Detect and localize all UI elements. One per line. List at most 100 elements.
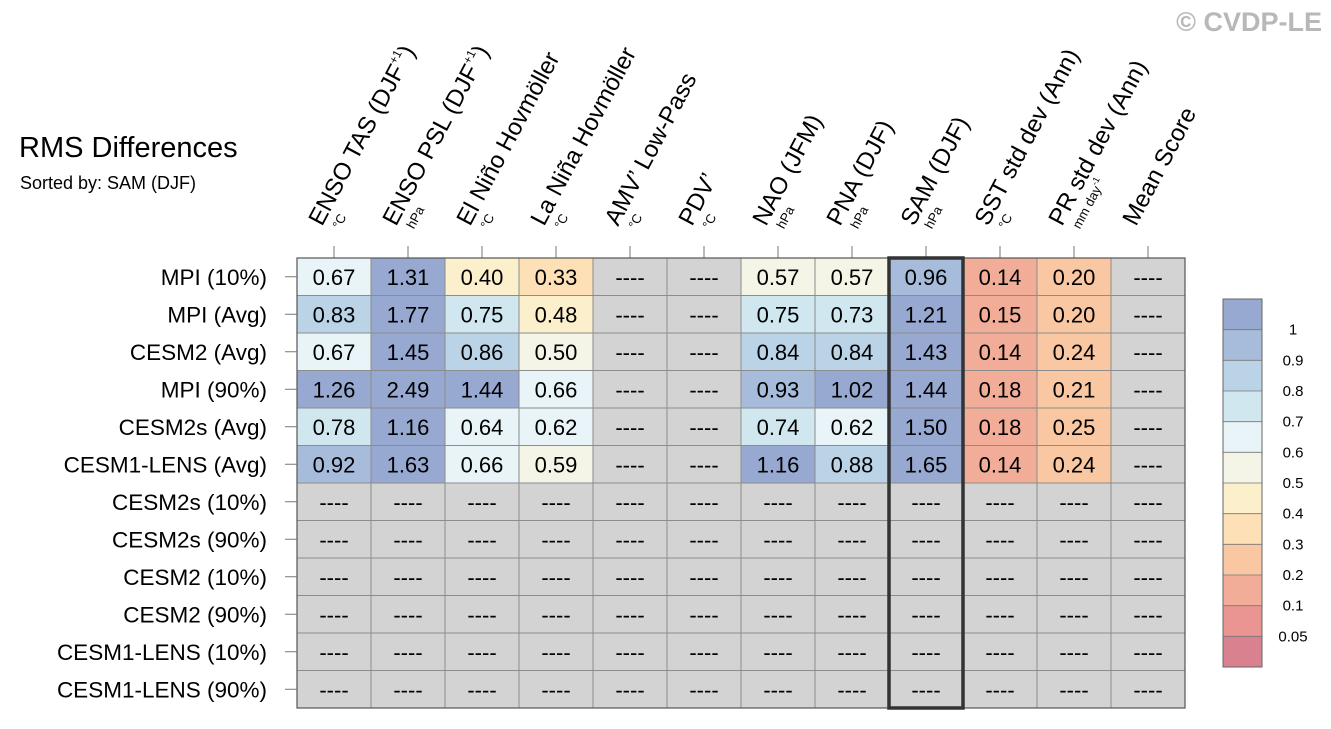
row-label: CESM2s (10%) <box>112 490 267 515</box>
cell-value: 0.74 <box>757 415 800 440</box>
cell-value: ---- <box>393 602 422 627</box>
colorbar-segment <box>1223 513 1262 545</box>
cell-value: ---- <box>763 490 792 515</box>
colorbar-segment <box>1223 483 1262 514</box>
cell-value: ---- <box>837 527 866 552</box>
cell-value: ---- <box>393 527 422 552</box>
cell-value: 0.96 <box>905 265 948 290</box>
cell-value: ---- <box>911 602 940 627</box>
heatmap-cell <box>666 332 742 371</box>
colorbar-tick-label: 0.7 <box>1283 414 1304 431</box>
heatmap-cell <box>518 445 594 484</box>
heatmap-cell <box>962 670 1038 709</box>
heatmap-cell <box>1036 332 1112 371</box>
cell-value: ---- <box>985 490 1014 515</box>
cell-value: 0.93 <box>757 377 800 402</box>
heatmap-cell <box>1036 520 1112 559</box>
cell-value: ---- <box>393 640 422 665</box>
heatmap-cell <box>740 595 816 634</box>
cell-value: ---- <box>393 490 422 515</box>
row-label: MPI (Avg) <box>167 302 267 327</box>
heatmap-cell <box>370 332 446 371</box>
column-label: PDV’°C <box>673 169 723 231</box>
heatmap-cell <box>962 595 1038 634</box>
cell-value: ---- <box>689 640 718 665</box>
heatmap-cell <box>592 295 668 334</box>
cell-value: ---- <box>541 565 570 590</box>
cell-value: ---- <box>615 377 644 402</box>
row-labels: MPI (10%) MPI (Avg) CESM2 (Avg) MPI (90%) CE… <box>57 265 297 702</box>
row-label: CESM1-LENS (90%) <box>57 677 267 702</box>
heatmap-cell <box>962 370 1038 409</box>
cell-value: ---- <box>1133 677 1162 702</box>
cell-value: ---- <box>541 640 570 665</box>
cell-value: 0.66 <box>461 452 504 477</box>
cell-value: ---- <box>763 527 792 552</box>
cell-value: 0.92 <box>313 452 356 477</box>
cell-value: 0.24 <box>1053 452 1096 477</box>
heatmap-cell <box>592 370 668 409</box>
row-label: MPI (90%) <box>161 377 267 402</box>
heatmap-cell <box>444 520 520 559</box>
cell-value: ---- <box>319 565 348 590</box>
cell-value: 0.40 <box>461 265 504 290</box>
colorbar-segment <box>1223 636 1262 667</box>
cell-value: ---- <box>985 640 1014 665</box>
cell-value: ---- <box>319 490 348 515</box>
heatmap-cell <box>1110 407 1186 446</box>
cell-value: ---- <box>1133 527 1162 552</box>
cell-value: 0.57 <box>757 265 800 290</box>
row-label: CESM2 (10%) <box>123 565 267 590</box>
cell-value: 0.66 <box>535 377 578 402</box>
cell-value: 1.26 <box>313 377 356 402</box>
heatmap-cell <box>370 370 446 409</box>
heatmap-cell <box>814 632 890 671</box>
cell-value: ---- <box>985 565 1014 590</box>
heatmap-cell <box>1110 295 1186 334</box>
column-unit: °C <box>625 211 645 231</box>
cell-value: 0.25 <box>1053 415 1096 440</box>
cell-value: ---- <box>467 602 496 627</box>
chart-subtitle: Sorted by: SAM (DJF) <box>20 173 196 193</box>
colorbar-segment <box>1223 605 1262 637</box>
cell-value: ---- <box>689 677 718 702</box>
cell-value: ---- <box>1059 640 1088 665</box>
colorbar-tick-label: 0.3 <box>1283 536 1304 553</box>
heatmap-cell <box>518 595 594 634</box>
cell-value: ---- <box>985 602 1014 627</box>
cell-value: ---- <box>467 640 496 665</box>
heatmap-cell <box>444 295 520 334</box>
sorted-column-highlight <box>887 256 965 710</box>
cell-value: 0.24 <box>1053 340 1096 365</box>
cell-value: ---- <box>319 527 348 552</box>
cell-value: ---- <box>689 415 718 440</box>
grid-border <box>296 257 1186 709</box>
heatmap-cell <box>370 482 446 521</box>
row-label: CESM1-LENS (10%) <box>57 640 267 665</box>
heatmap-cell <box>444 370 520 409</box>
heatmap-cell <box>740 370 816 409</box>
cell-value: ---- <box>615 302 644 327</box>
colorbar-tick-label: 0.5 <box>1283 475 1304 492</box>
cell-value: ---- <box>1059 602 1088 627</box>
colorbar-segment <box>1223 299 1262 330</box>
cell-value: ---- <box>911 677 940 702</box>
cell-value: 0.14 <box>979 452 1022 477</box>
heatmap-cell <box>814 595 890 634</box>
cell-value: 0.18 <box>979 415 1022 440</box>
cell-value: ---- <box>689 565 718 590</box>
heatmap-cell <box>740 482 816 521</box>
colorbar-tick-label: 0.6 <box>1283 444 1304 461</box>
cell-value: ---- <box>615 527 644 552</box>
colorbar-tick-label: 0.8 <box>1283 383 1304 400</box>
heatmap-cell <box>444 670 520 709</box>
heatmap-cell <box>666 632 742 671</box>
cell-value: ---- <box>615 490 644 515</box>
colorbar-segment <box>1223 452 1262 483</box>
cell-value: ---- <box>319 677 348 702</box>
heatmap-cell <box>888 595 964 634</box>
cell-value: 0.50 <box>535 340 578 365</box>
colorbar-tick-label: 0.9 <box>1283 352 1304 369</box>
cell-value: 1.50 <box>905 415 948 440</box>
cell-value: 0.67 <box>313 340 356 365</box>
